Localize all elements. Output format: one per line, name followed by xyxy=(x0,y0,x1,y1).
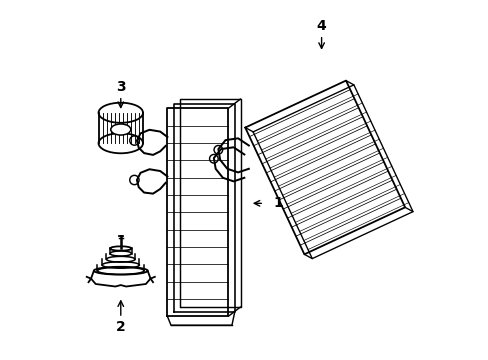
Text: 1: 1 xyxy=(273,196,283,210)
Ellipse shape xyxy=(111,124,130,135)
Text: 4: 4 xyxy=(316,19,326,33)
Text: 3: 3 xyxy=(116,80,125,94)
Text: 2: 2 xyxy=(116,320,125,334)
